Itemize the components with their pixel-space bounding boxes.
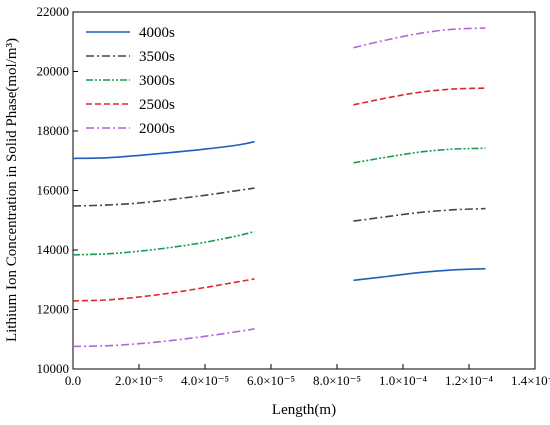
plot-frame	[72, 11, 536, 370]
legend-label: 2500s	[139, 97, 175, 113]
x-tick-label: 6.0×10⁻⁵	[247, 373, 295, 388]
y-tick-label: 14000	[37, 242, 70, 257]
y-axis-title: Lithium Ion Concentration in Solid Phase…	[4, 38, 20, 342]
x-tick-label: 0.0	[65, 373, 81, 388]
x-tick-label: 2.0×10⁻⁵	[115, 373, 163, 388]
y-tick-label: 18000	[37, 123, 70, 138]
series-3500s-line-1	[72, 187, 255, 207]
series-2500s-line-2	[353, 87, 486, 106]
legend-label: 3500s	[139, 49, 175, 65]
x-tick-label: 1.0×10⁻⁴	[379, 373, 427, 388]
y-tick-label: 22000	[37, 4, 70, 19]
series-lines	[72, 27, 486, 348]
series-4000s-line-2	[353, 267, 486, 282]
x-tick-label: 1.2×10⁻⁴	[445, 373, 493, 388]
x-tick-label: 4.0×10⁻⁵	[181, 373, 229, 388]
series-3500s-line-2	[353, 207, 486, 222]
series-2500s-line-1	[72, 278, 255, 302]
x-tick-label: 1.4×10⁻⁴	[511, 373, 550, 388]
series-4000s-line-1	[72, 140, 255, 160]
series-2000s-line-2	[353, 27, 486, 49]
legend-label: 2000s	[139, 121, 175, 137]
x-axis-title: Length(m)	[272, 402, 336, 418]
series-3000s-line-1	[72, 230, 255, 256]
y-tick-label: 20000	[37, 64, 70, 79]
series-3000s-line-2	[353, 147, 486, 164]
x-tick-label: 8.0×10⁻⁵	[313, 373, 361, 388]
legend-label: 3000s	[139, 73, 175, 89]
legend-label: 4000s	[139, 25, 175, 41]
y-tick-label: 10000	[37, 361, 70, 376]
legend: 4000s 3500s 3000s 2500s 2000s	[86, 25, 175, 137]
y-tick-label: 12000	[37, 302, 70, 317]
y-tick-label: 16000	[37, 183, 70, 198]
series-2000s-line-1	[72, 328, 255, 348]
axis-ticks: 0.0 2.0×10⁻⁵ 4.0×10⁻⁵ 6.0×10⁻⁵ 8.0×10⁻⁵ 1.0×1…	[37, 4, 550, 388]
